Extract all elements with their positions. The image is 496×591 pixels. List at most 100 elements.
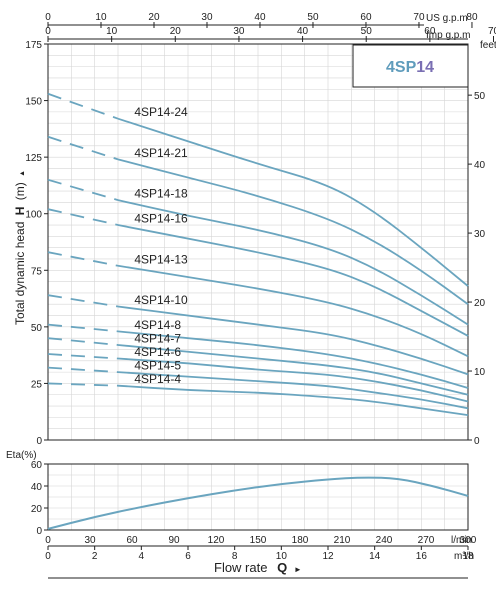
feet-tick-label: 30 bbox=[474, 229, 486, 240]
head-curve bbox=[117, 199, 469, 326]
imp-gpm-tick-label: 0 bbox=[45, 26, 51, 37]
m3h-tick-label: 8 bbox=[232, 551, 238, 562]
head-curve bbox=[117, 344, 469, 396]
head-curve bbox=[117, 224, 469, 337]
m3h-tick-label: 18 bbox=[462, 551, 474, 562]
head-curve bbox=[117, 330, 469, 389]
eta-axis-title: Eta(%) bbox=[6, 450, 37, 461]
head-curve bbox=[117, 384, 469, 416]
head-ytick-label: 25 bbox=[31, 379, 43, 390]
head-ytick-label: 100 bbox=[25, 210, 42, 221]
head-curve bbox=[117, 264, 469, 358]
model-badge-title: 4SP14 bbox=[386, 59, 434, 76]
head-curve-label: 4SP14-4 bbox=[134, 372, 181, 386]
eta-plot-frame bbox=[47, 463, 469, 531]
lmin-unit: l/min bbox=[451, 535, 472, 546]
lmin-tick-label: 150 bbox=[250, 535, 267, 546]
eta-axes: 0 20 40 60 bbox=[31, 460, 48, 537]
head-curves: 4SP14-24 4SP14-21 4SP14-18 4SP14-16 4SP14-13… bbox=[47, 92, 469, 416]
model-badge bbox=[352, 44, 469, 88]
feet-tick-label: 10 bbox=[474, 367, 486, 378]
imp-gpm-tick-label: 50 bbox=[361, 26, 373, 37]
imp-gpm-tick-label: 40 bbox=[297, 26, 309, 37]
lmin-tick-label: 180 bbox=[292, 535, 309, 546]
m3h-tick-label: 2 bbox=[92, 551, 98, 562]
us-gpm-tick-label: 60 bbox=[360, 12, 372, 23]
m3h-tick-label: 14 bbox=[369, 551, 381, 562]
head-curve bbox=[117, 117, 469, 287]
m3h-unit: m³/h bbox=[454, 551, 474, 562]
feet-tick-label: 50 bbox=[474, 91, 486, 102]
head-curve-dashed bbox=[47, 178, 119, 202]
eta-curve bbox=[47, 476, 469, 530]
head-curve-label: 4SP14-21 bbox=[134, 146, 188, 160]
m3h-tick-label: 0 bbox=[45, 551, 51, 562]
head-curve-dashed bbox=[47, 92, 119, 120]
head-curve-label: 4SP14-10 bbox=[134, 293, 188, 307]
us-gpm-tick-label: 0 bbox=[45, 12, 51, 23]
m3h-tick-label: 4 bbox=[139, 551, 145, 562]
head-ytick-label: 125 bbox=[25, 153, 42, 164]
us-gpm-tick-label: 20 bbox=[148, 12, 160, 23]
head-curve-label: 4SP14-18 bbox=[134, 187, 188, 201]
feet-tick-label: 40 bbox=[474, 160, 486, 171]
head-curve-dashed bbox=[47, 251, 119, 267]
lmin-tick-label: 210 bbox=[334, 535, 351, 546]
imp-gpm-tick-label: 70 bbox=[488, 26, 496, 37]
top-flow-scales: 0 10 20 30 40 50 60 70 80 0 10 20 30 40 50 60 70 bbox=[45, 12, 496, 42]
us-gpm-tick-label: 40 bbox=[254, 12, 266, 23]
lmin-tick-label: 300 bbox=[460, 535, 477, 546]
imp-gpm-unit: Imp g.p.m bbox=[426, 30, 470, 41]
head-curve-dashed bbox=[47, 382, 119, 387]
head-curve-label: 4SP14-24 bbox=[134, 105, 188, 119]
head-curve-dashed bbox=[47, 208, 119, 226]
lmin-tick-label: 0 bbox=[45, 535, 51, 546]
head-curve-dashed bbox=[47, 294, 119, 308]
head-ytick-label: 150 bbox=[25, 97, 42, 108]
head-curve-label: 4SP14-7 bbox=[134, 332, 181, 346]
lmin-tick-label: 60 bbox=[126, 535, 138, 546]
head-ytick-label: 50 bbox=[31, 323, 43, 334]
us-gpm-tick-label: 50 bbox=[307, 12, 319, 23]
flow-rate-title: Flow rate Q ► bbox=[214, 560, 302, 575]
head-ytick-label: 0 bbox=[36, 436, 42, 447]
head-curve bbox=[117, 158, 469, 305]
head-curve-label: 4SP14-6 bbox=[134, 345, 181, 359]
m3h-tick-label: 6 bbox=[185, 551, 191, 562]
head-ytick-label: 75 bbox=[31, 266, 43, 277]
head-curve-dashed bbox=[47, 135, 119, 161]
eta-ytick-label: 0 bbox=[36, 526, 42, 537]
head-curve-label: 4SP14-13 bbox=[134, 252, 188, 266]
imp-gpm-tick-label: 60 bbox=[424, 26, 436, 37]
head-curve-dashed bbox=[47, 353, 119, 360]
head-curve-label: 4SP14-16 bbox=[134, 212, 188, 226]
lmin-tick-label: 90 bbox=[168, 535, 180, 546]
lmin-tick-label: 120 bbox=[208, 535, 225, 546]
feet-tick-label: 20 bbox=[474, 298, 486, 309]
lmin-tick-label: 240 bbox=[376, 535, 393, 546]
head-plot-frame bbox=[47, 43, 469, 441]
eta-ytick-label: 40 bbox=[31, 482, 43, 493]
imp-gpm-tick-label: 10 bbox=[106, 26, 118, 37]
head-axes: 0 25 50 75 100 125 150 175 0 10 20 30 40 50 bbox=[25, 40, 485, 447]
head-curve-label: 4SP14-5 bbox=[134, 359, 181, 373]
head-curve bbox=[117, 357, 469, 403]
eta-ytick-label: 60 bbox=[31, 460, 43, 471]
us-gpm-tick-label: 10 bbox=[95, 12, 107, 23]
head-curve bbox=[117, 305, 469, 376]
lmin-tick-label: 30 bbox=[84, 535, 96, 546]
us-gpm-tick-label: 80 bbox=[466, 12, 478, 23]
eta-grid bbox=[48, 464, 469, 530]
us-gpm-unit: US g.p.m bbox=[426, 13, 468, 24]
m3h-tick-label: 12 bbox=[322, 551, 334, 562]
head-curve-dashed bbox=[47, 323, 119, 333]
feet-unit: feet bbox=[480, 40, 496, 51]
bottom-flow-scales: 0 30 60 90 120 150 180 210 240 270 300 0 2 4 6 8 10 12 14 1… bbox=[45, 535, 477, 562]
feet-tick-label: 0 bbox=[474, 436, 480, 447]
imp-gpm-tick-label: 20 bbox=[170, 26, 182, 37]
eta-ytick-label: 20 bbox=[31, 504, 43, 515]
m3h-tick-label: 16 bbox=[416, 551, 428, 562]
head-ytick-label: 175 bbox=[25, 40, 42, 51]
us-gpm-tick-label: 30 bbox=[201, 12, 213, 23]
